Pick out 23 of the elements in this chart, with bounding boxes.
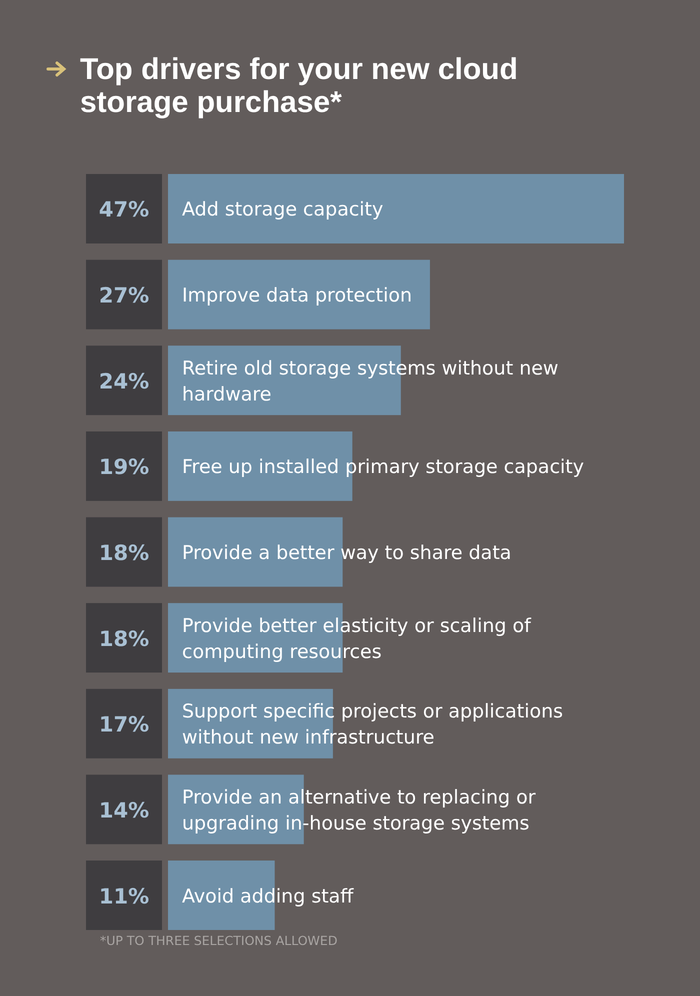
y-tick-label: Provide better elasticity or scaling of computing resources [182,614,532,663]
y-tick-label: Support specific projects or applications without new infrastructure [182,700,564,749]
data-label: 14% [98,798,150,822]
y-tick-label: Avoid adding staff [182,885,354,908]
bar [168,260,430,330]
y-tick-label: Improve data protection [182,284,412,307]
y-tick-label: Provide an alternative to replacing or upgrading in-house storage systems [182,786,536,834]
data-label: 11% [98,884,150,908]
data-label: 18% [98,541,150,565]
y-tick-label: Provide a better way to share data [182,542,512,564]
y-tick-label: Retire old storage systems without new hardware [182,357,558,406]
y-tick-label: Free up installed primary storage capacity [182,456,584,478]
data-label: 19% [98,455,150,480]
data-label: 27% [98,284,150,308]
data-label: 17% [98,712,150,737]
annotation: *UP TO THREE SELECTIONS ALLOWED [100,933,338,948]
data-label: 47% [98,198,150,222]
bar [168,517,343,587]
data-label: 18% [98,626,150,651]
bar [168,174,624,244]
y-tick-label: Add storage capacity [182,198,384,221]
chart-title: Top drivers for your new cloud storage purchase* [80,53,518,119]
data-label: 24% [98,369,150,394]
